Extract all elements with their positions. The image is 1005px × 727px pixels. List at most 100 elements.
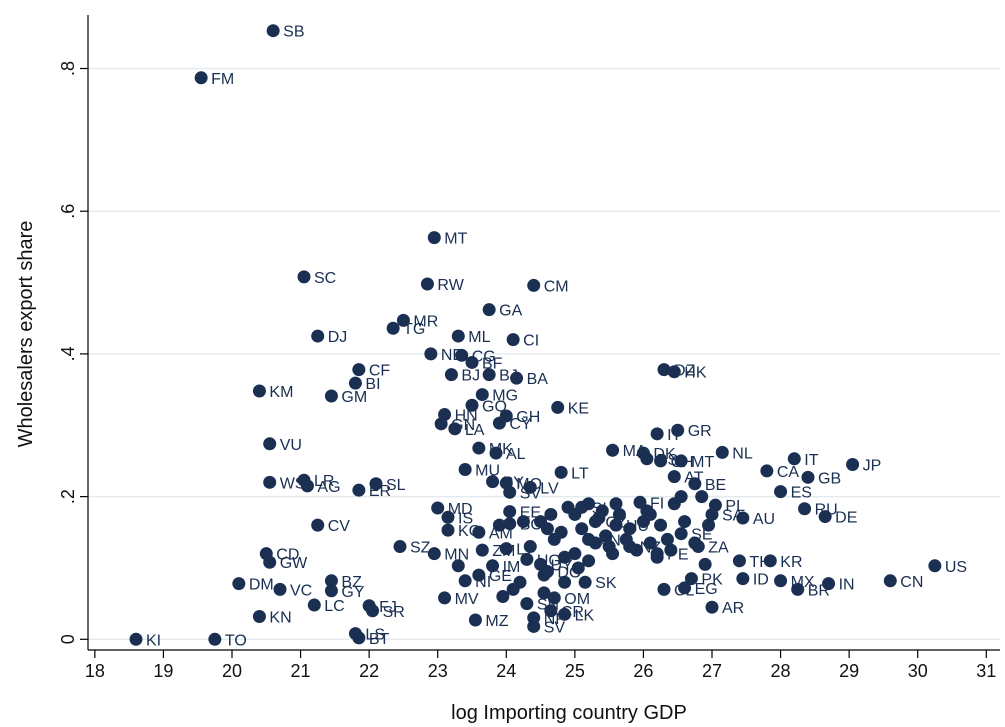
- point-label: CM: [544, 278, 569, 295]
- data-point: [674, 527, 688, 541]
- data-point: [311, 518, 325, 532]
- point-label: SC: [314, 270, 336, 287]
- point-label: MG: [492, 388, 518, 405]
- x-tick-label: 28: [771, 661, 791, 681]
- data-point: [503, 517, 517, 531]
- data-point: [503, 505, 517, 519]
- data-point: [506, 582, 520, 596]
- data-point: [434, 417, 448, 431]
- data-point: [623, 522, 637, 536]
- data-point: [698, 557, 712, 571]
- data-point: [311, 329, 325, 343]
- data-point: [705, 507, 719, 521]
- x-tick-label: 23: [428, 661, 448, 681]
- data-point: [420, 277, 434, 291]
- data-point: [554, 465, 568, 479]
- data-point: [582, 554, 596, 568]
- point-label: ER: [369, 483, 391, 500]
- data-point: [475, 543, 489, 557]
- data-point: [510, 371, 524, 385]
- data-point: [369, 477, 383, 491]
- point-label: GQ: [482, 398, 507, 415]
- point-label: ES: [791, 485, 812, 502]
- data-point: [818, 510, 832, 524]
- data-point: [695, 490, 709, 504]
- data-point: [623, 540, 637, 554]
- point-label: CF: [369, 363, 391, 380]
- data-point: [520, 597, 534, 611]
- data-point: [324, 584, 338, 598]
- point-label: SI: [592, 500, 607, 517]
- y-tick-label: 0: [58, 634, 78, 644]
- data-point: [527, 619, 541, 633]
- data-point: [537, 586, 551, 600]
- point-label: SZ: [410, 540, 431, 557]
- point-label: BA: [527, 371, 549, 388]
- data-point: [558, 607, 572, 621]
- point-label: TO: [225, 632, 247, 649]
- y-tick-label: .6: [58, 204, 78, 219]
- data-point: [558, 550, 572, 564]
- data-point: [540, 565, 554, 579]
- data-point: [674, 490, 688, 504]
- data-point: [736, 511, 750, 525]
- data-point: [798, 502, 812, 516]
- data-point: [431, 501, 445, 515]
- point-label: VN: [599, 532, 621, 549]
- y-tick-label: .8: [58, 61, 78, 76]
- data-point: [609, 518, 623, 532]
- data-point: [715, 445, 729, 459]
- data-point: [348, 376, 362, 390]
- data-point: [393, 540, 407, 554]
- point-label: SV: [544, 619, 566, 636]
- data-point: [516, 515, 530, 529]
- data-point: [760, 464, 774, 478]
- data-point: [846, 457, 860, 471]
- data-point: [496, 589, 510, 603]
- data-point: [263, 437, 277, 451]
- point-label: MR: [413, 313, 438, 330]
- data-point: [568, 547, 582, 561]
- data-point: [307, 598, 321, 612]
- point-label: MT: [691, 454, 714, 471]
- data-point: [252, 609, 266, 623]
- data-point: [928, 559, 942, 573]
- data-point: [551, 400, 565, 414]
- x-tick-label: 30: [908, 661, 928, 681]
- data-point: [520, 552, 534, 566]
- data-point: [482, 368, 496, 382]
- x-axis-title: log Importing country GDP: [451, 702, 687, 724]
- data-point: [787, 452, 801, 466]
- point-label: FJ: [379, 599, 397, 616]
- data-point: [640, 452, 654, 466]
- point-label: KM: [269, 384, 293, 401]
- data-point: [575, 522, 589, 536]
- data-point: [691, 540, 705, 554]
- data-point: [643, 536, 657, 550]
- point-label: HK: [684, 365, 707, 382]
- point-label: AR: [722, 600, 744, 617]
- data-point: [606, 547, 620, 561]
- data-point: [544, 507, 558, 521]
- data-point: [458, 574, 472, 588]
- x-tick-label: 21: [291, 661, 311, 681]
- data-point: [503, 485, 517, 499]
- point-label: JP: [863, 457, 882, 474]
- point-label: IT: [667, 427, 681, 444]
- data-point: [684, 572, 698, 586]
- point-label: SR: [383, 604, 405, 621]
- data-point: [499, 542, 513, 556]
- data-point: [547, 591, 561, 605]
- point-label: VU: [280, 437, 302, 454]
- data-point: [475, 388, 489, 402]
- point-label: MN: [444, 547, 469, 564]
- point-label: US: [945, 559, 967, 576]
- point-label: KI: [146, 632, 161, 649]
- data-point: [633, 495, 647, 509]
- x-tick-label: 20: [222, 661, 242, 681]
- data-point: [660, 532, 674, 546]
- point-label: FI: [650, 495, 664, 512]
- data-point: [612, 507, 626, 521]
